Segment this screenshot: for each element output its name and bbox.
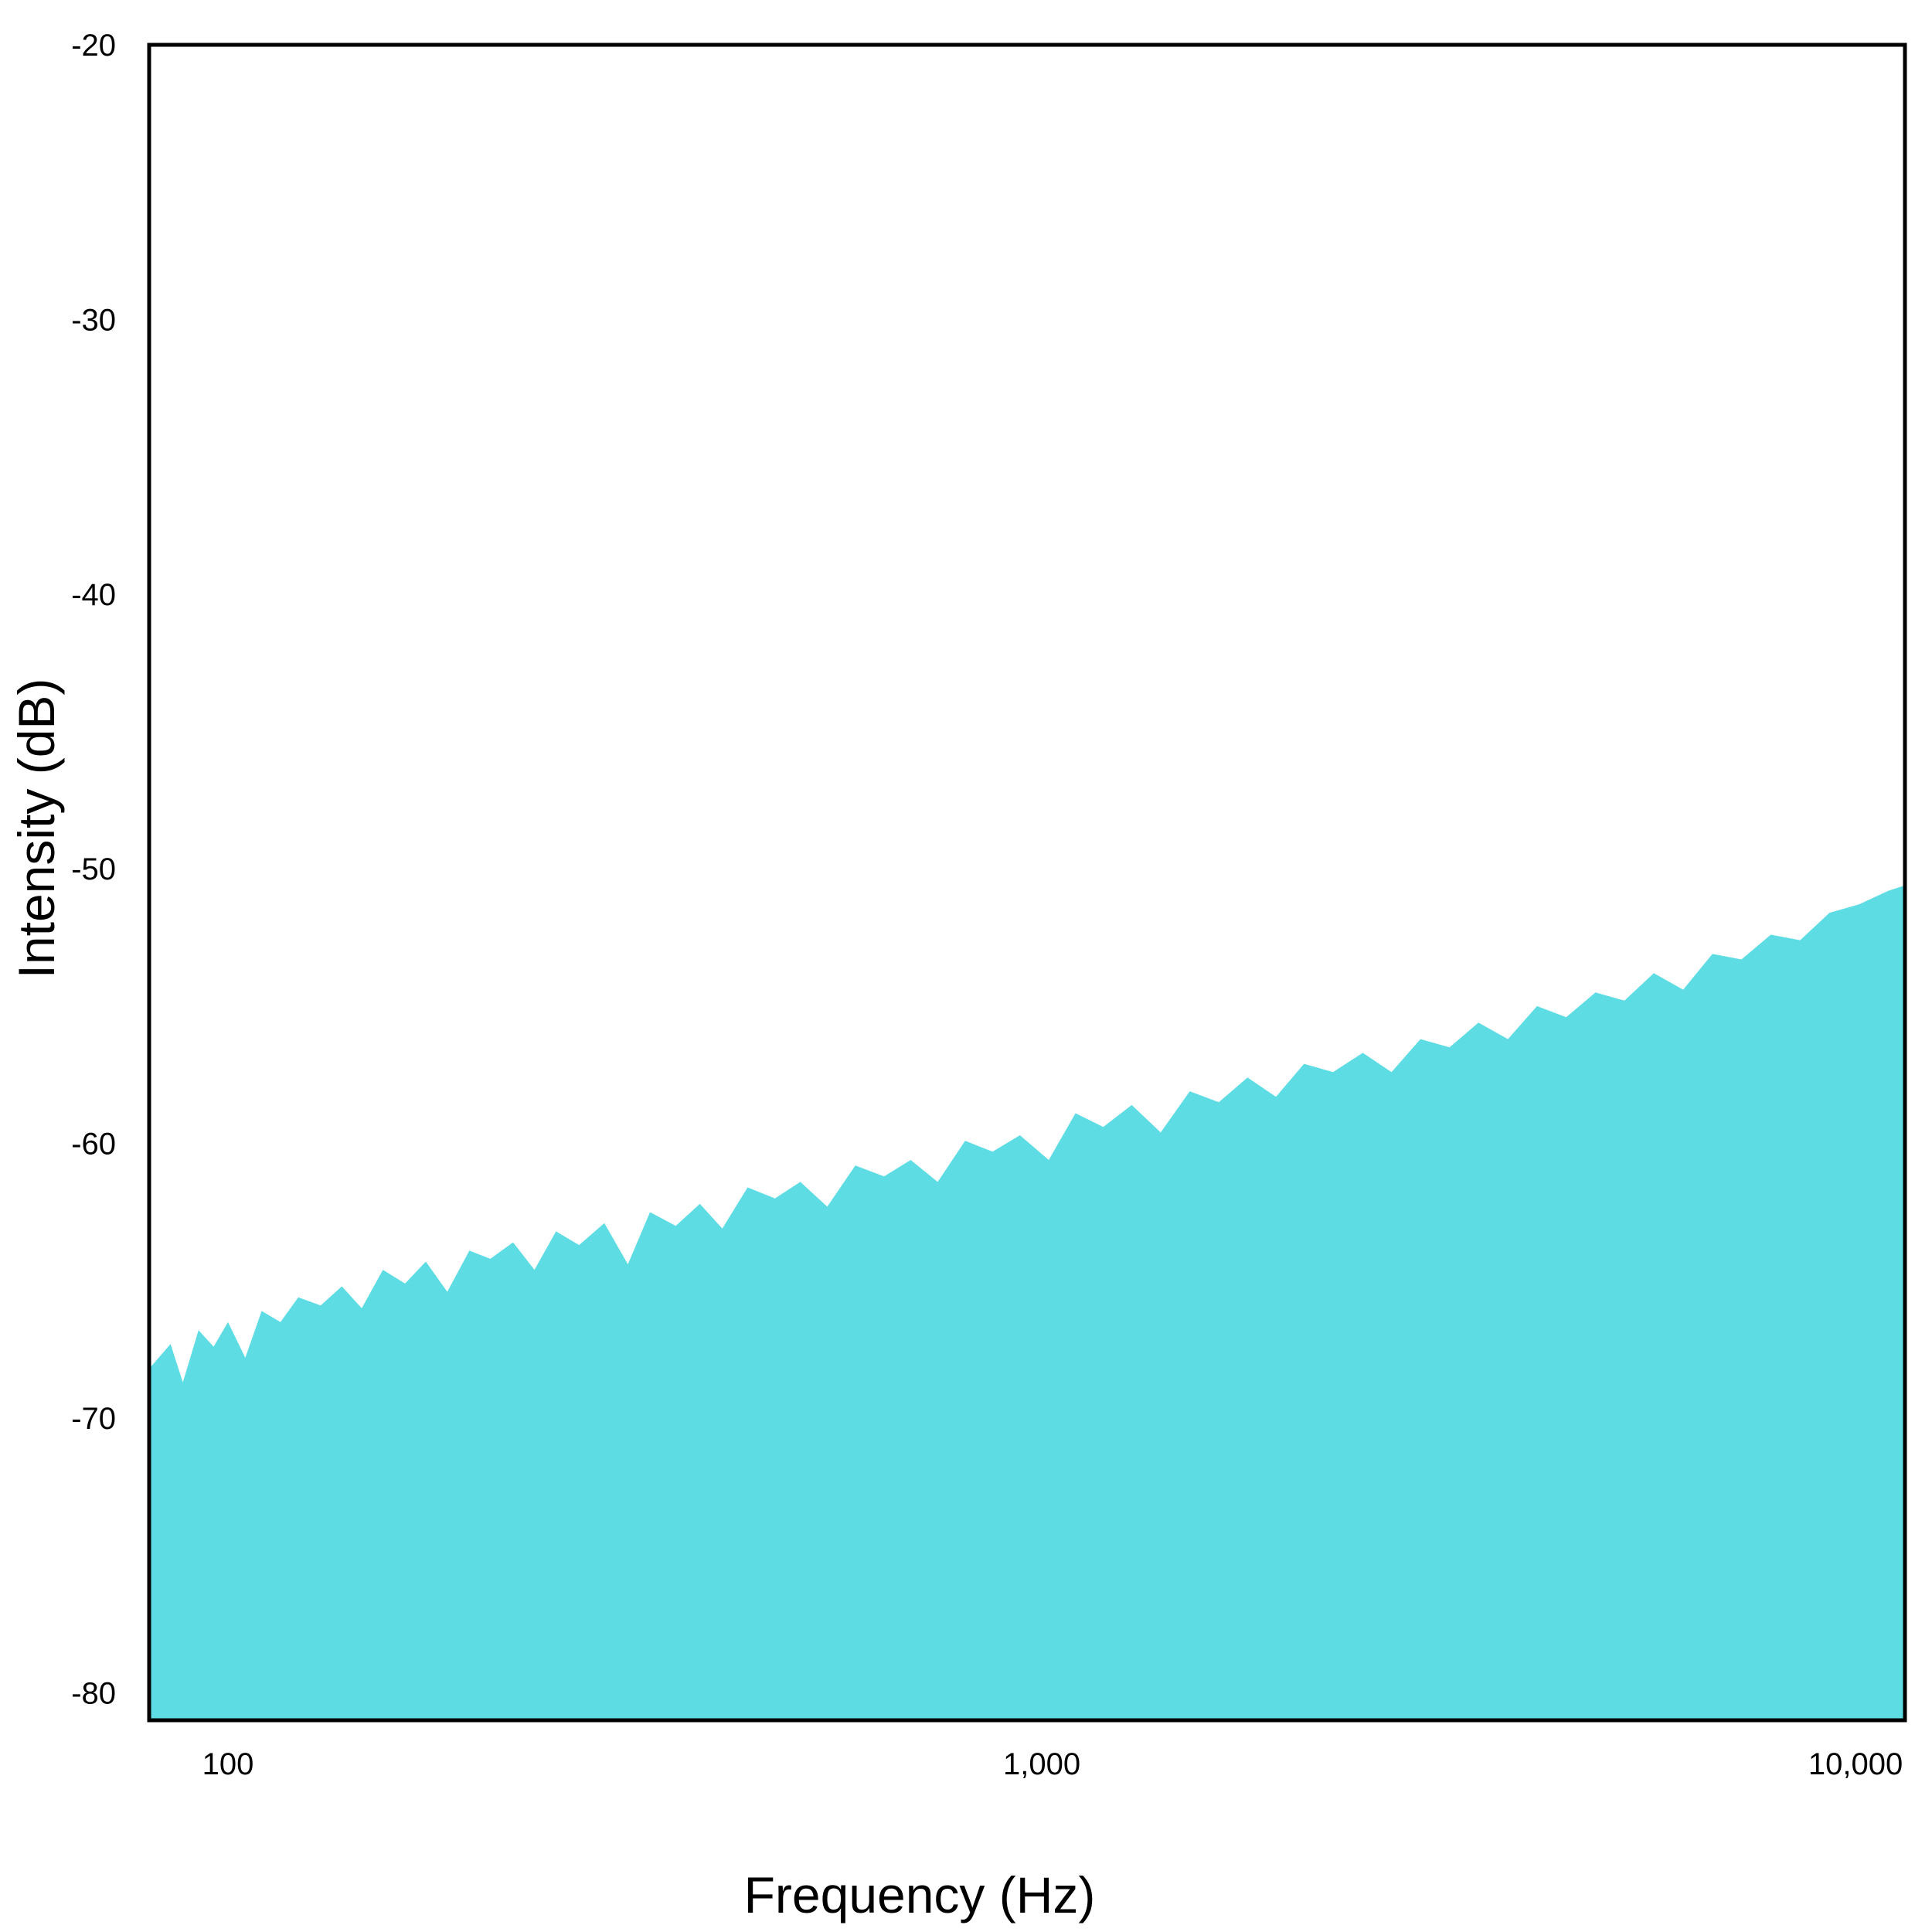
y-tick-label: -50 <box>71 852 116 886</box>
x-tick-label: 10,000 <box>1808 1747 1903 1781</box>
x-axis-title: Frequency (Hz) <box>744 1866 1096 1923</box>
y-tick-label: -70 <box>71 1402 116 1436</box>
y-tick-labels: -20 -30 -40 -50 -60 -70 -80 <box>71 29 116 1711</box>
x-tick-labels: 100 1,000 10,000 <box>202 1747 1903 1781</box>
y-tick-label: -80 <box>71 1677 116 1711</box>
y-tick-label: -40 <box>71 578 116 612</box>
x-tick-label: 100 <box>202 1747 254 1781</box>
y-tick-label: -20 <box>71 29 116 63</box>
plot-content <box>149 885 1905 1720</box>
y-axis-title: Intensity (dB) <box>8 679 65 979</box>
y-tick-label: -60 <box>71 1128 116 1162</box>
x-tick-label: 1,000 <box>1003 1747 1080 1781</box>
plot-frame <box>147 43 1907 1723</box>
series-area-0 <box>149 885 1905 1720</box>
y-tick-label: -30 <box>71 303 116 337</box>
